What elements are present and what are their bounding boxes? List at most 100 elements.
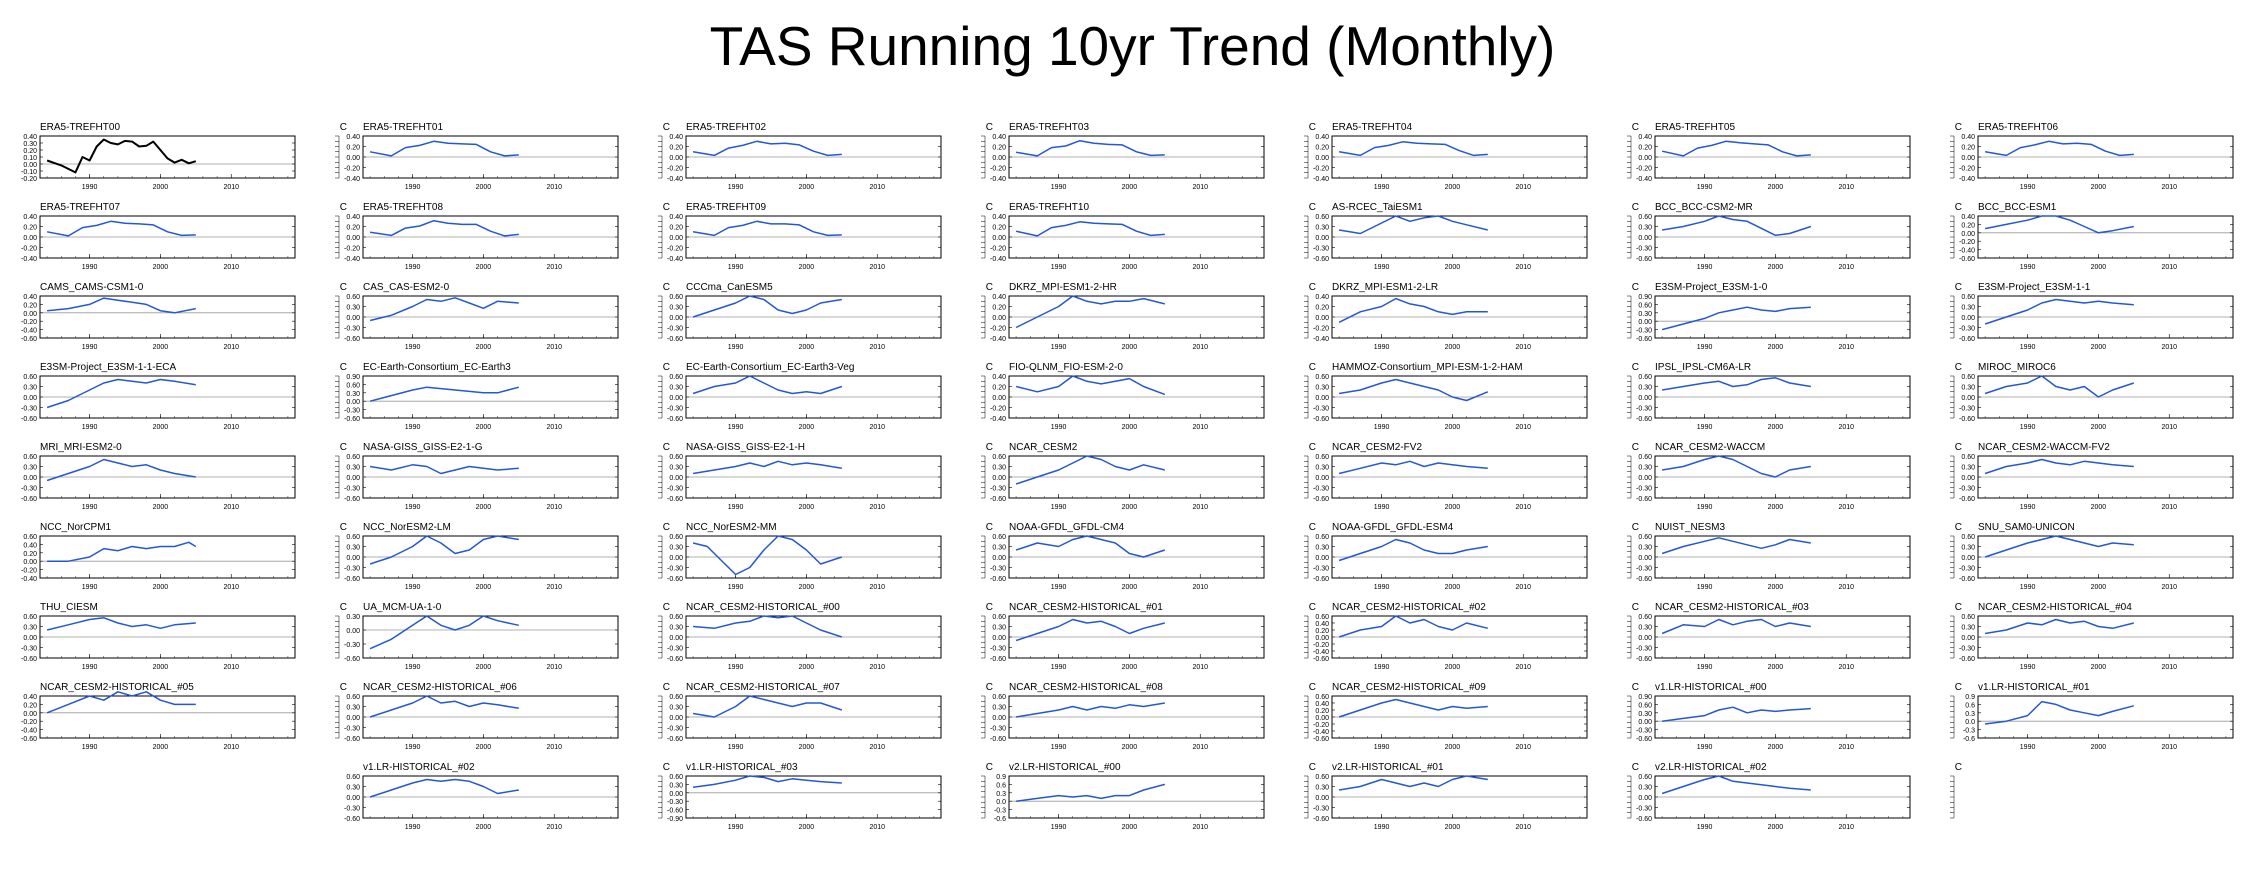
series-line [369,615,519,650]
x-tick-label: 2010 [546,824,562,831]
y-tick-label: -0.30 [1636,246,1652,253]
x-tick-label: 1990 [405,744,421,751]
x-tick-label: 2010 [1838,344,1854,351]
y-tick-label: 0.30 [1638,225,1652,232]
panel-title: NCAR_CESM2-WACCM [1655,442,1765,453]
panel-unit: C [340,362,347,373]
x-tick-label: 2000 [1768,664,1784,671]
y-tick-label: 0.40 [992,134,1006,141]
x-tick-label: 1990 [1051,424,1067,431]
y-tick-label: 0.30 [23,465,37,472]
chart-panel: v2.LR-HISTORICAL_#02 C 0.60 0.30 0.00 -0.30 -0… [1636,762,1962,831]
x-tick-label: 2000 [1768,504,1784,511]
x-tick-label: 2000 [476,184,492,191]
y-tick-label: 0.30 [346,705,360,712]
y-tick-label: -0.20 [990,326,1006,333]
chart-panel: NCAR_CESM2-HISTORICAL_#04C0.600.300.00-0… [1959,602,2234,671]
x-tick-label: 1990 [2020,664,2036,671]
x-tick-label: 2010 [546,584,562,591]
y-tick-label: 0.00 [1315,315,1329,322]
x-tick-label: 1990 [405,344,421,351]
y-tick-label: -0.60 [990,576,1006,583]
chart-panel: NCAR_CESM2-HISTORICAL_#07 C 0.60 0.30 0.00 -0… [667,682,993,751]
panel-title: ERA5-TREFHT09 [686,202,766,213]
y-tick-label: 0.30 [1315,465,1329,472]
x-tick-label: 2010 [1838,744,1854,751]
y-tick-label: 0.00 [992,715,1006,722]
y-tick-label: -0.60 [667,808,683,815]
chart-panel: NCAR_CESM2-FV2 C 0.60 0.30 0.00 -0.30 -0.60 199… [1313,442,1639,511]
y-tick-label: 0.00 [669,315,683,322]
panel-unit: C [1309,442,1316,453]
panel-title: ERA5-TREFHT03 [1009,122,1089,133]
y-tick-label: 0.00 [23,311,37,318]
x-tick-label: 2000 [153,504,169,511]
x-tick-label: 2000 [153,744,169,751]
panel-unit: C [1632,122,1639,133]
panel-title: IPSL_IPSL-CM6A-LR [1655,362,1751,373]
x-tick-label: 2010 [1515,584,1531,591]
x-tick-label: 1990 [728,184,744,191]
y-tick-label: -0.30 [344,566,360,573]
y-tick-label: -0.60 [1313,736,1329,743]
y-tick-label: -0.60 [667,336,683,343]
panel-title: E3SM-Project_E3SM-1-1 [1978,282,2091,293]
y-tick-label: -0.30 [667,486,683,493]
chart-panel: NCAR_CESM2-HISTORICAL_#06 C 0.60 0.30 0.00 -0… [344,682,670,751]
panel-title: ERA5-TREFHT04 [1332,122,1412,133]
series-line [1338,538,1488,562]
y-tick-label: 0.30 [1961,545,1975,552]
panel-title: NCAR_CESM2-WACCM-FV2 [1978,442,2110,453]
series-line [369,219,519,237]
chart-panel: ERA5-TREFHT02 C 0.40 0.20 0.00 -0.20 -0.40 1990… [667,122,993,191]
y-tick-label: -0.20 [21,719,37,726]
y-tick-label: 0.6 [996,782,1006,789]
x-tick-label: 2000 [799,584,815,591]
panel-title: ERA5-TREFHT10 [1009,202,1089,213]
chart-panel: NCAR_CESM2-HISTORICAL_#05 C0.400.200.00-0… [21,682,347,751]
y-tick-label: 0.00 [23,559,37,566]
x-tick-label: 2010 [869,744,885,751]
x-tick-label: 2010 [869,664,885,671]
series-line [1661,455,1811,478]
y-tick-label: 0.00 [1315,715,1329,722]
y-tick-label: 0.9 [996,774,1006,781]
x-tick-label: 1990 [2020,744,2036,751]
y-tick-label: 0.60 [669,694,683,701]
y-tick-label: 0.90 [1638,694,1652,701]
chart-panel: NCAR_CESM2-HISTORICAL_#01 C 0.60 0.30 0.00 -0… [990,602,1316,671]
x-tick-label: 2000 [2091,504,2107,511]
y-tick-label: -0.40 [667,256,683,263]
x-tick-label: 1990 [405,824,421,831]
y-tick-label: -0.60 [21,496,37,503]
x-tick-label: 2010 [2161,184,2177,191]
panel-title: SNU_SAM0-UNICON [1978,522,2075,533]
y-tick-label: 0.00 [1638,719,1652,726]
panel-frame [1977,215,2234,259]
series-line [369,695,519,718]
y-tick-label: -0.60 [1313,256,1329,263]
y-tick-label: 0.00 [1961,155,1975,162]
y-tick-label: -0.40 [667,176,683,183]
y-tick-label: 0.00 [1638,155,1652,162]
series-line [1338,775,1488,791]
x-tick-label: 2010 [223,744,239,751]
y-tick-label: -0.60 [344,496,360,503]
panel-unit: C [986,122,993,133]
panel-unit: C [340,442,347,453]
y-tick-label: -0.40 [344,256,360,263]
y-tick-label: 0.30 [346,614,360,621]
x-tick-label: 2010 [546,664,562,671]
y-tick-label: 0.00 [1315,235,1329,242]
x-tick-label: 2010 [1515,744,1531,751]
panel-unit: C [1955,282,1962,293]
y-tick-label: -0.6 [1963,736,1975,743]
series-line [1338,615,1488,638]
series-line [1016,783,1165,802]
chart-panel: NCC_NorESM2-MM C 0.60 0.30 0.00 -0.30 -0.60 199… [667,522,993,591]
series-line [1984,458,2134,475]
y-tick-label: 0.00 [1315,155,1329,162]
y-tick-label: -0.20 [1313,166,1329,173]
x-tick-label: 2010 [1192,664,1208,671]
chart-panel: v1.LR-HISTORICAL_#03 C 0.600.30 0.00-0.30 -0… [667,762,993,831]
